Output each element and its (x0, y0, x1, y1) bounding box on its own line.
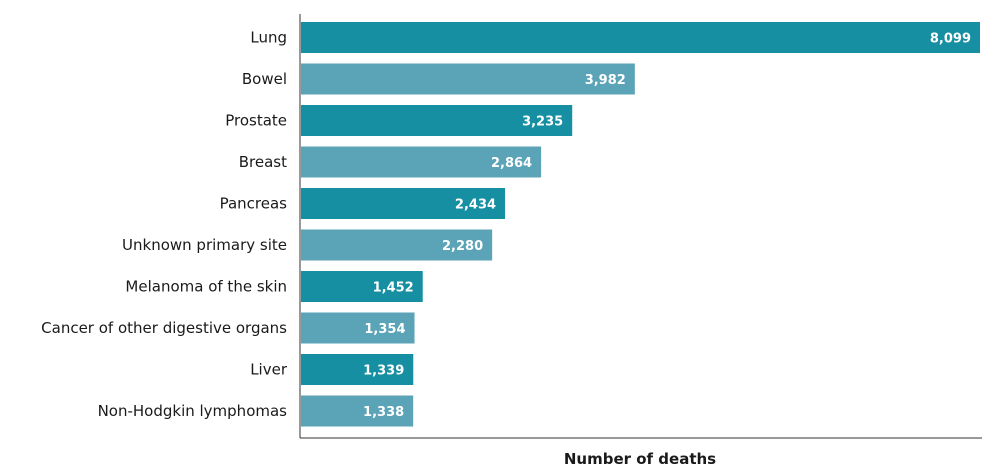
category-label: Unknown primary site (122, 236, 287, 254)
bar-3 (301, 146, 542, 178)
value-label: 8,099 (930, 32, 971, 47)
category-label: Melanoma of the skin (125, 278, 287, 296)
category-label: Prostate (225, 112, 287, 130)
bar-4 (301, 188, 506, 219)
category-label: Liver (250, 361, 288, 379)
category-label: Lung (250, 29, 287, 47)
category-label: Cancer of other digestive organs (41, 319, 287, 337)
category-label: Breast (239, 153, 287, 171)
value-label: 1,452 (373, 281, 414, 296)
bar-9 (301, 395, 414, 427)
x-axis-title: Number of deaths (564, 450, 716, 468)
value-label: 1,339 (363, 364, 404, 379)
value-label: 2,280 (442, 239, 483, 254)
category-labels: Lung Bowel Prostate Breast Pancreas Unknown p… (41, 29, 288, 421)
bar-1 (301, 63, 635, 95)
value-label: 2,864 (491, 156, 532, 171)
category-label: Bowel (242, 70, 287, 88)
bar-0 (301, 22, 980, 53)
value-label: 3,235 (522, 115, 563, 130)
bar-8 (301, 354, 414, 385)
value-label: 1,354 (364, 322, 405, 337)
value-labels: 8,099 3,982 3,235 2,864 2,434 2,280 1,452 1,354… (363, 32, 971, 421)
value-label: 3,982 (585, 73, 626, 88)
value-label: 2,434 (455, 198, 496, 213)
value-label: 1,338 (363, 405, 404, 420)
bars-group (301, 22, 980, 427)
bar-6 (301, 271, 423, 302)
bar-7 (301, 312, 415, 344)
category-label: Non-Hodgkin lymphomas (98, 402, 288, 420)
bar-5 (301, 229, 493, 261)
category-label: Pancreas (220, 195, 288, 213)
bar-2 (301, 105, 573, 136)
